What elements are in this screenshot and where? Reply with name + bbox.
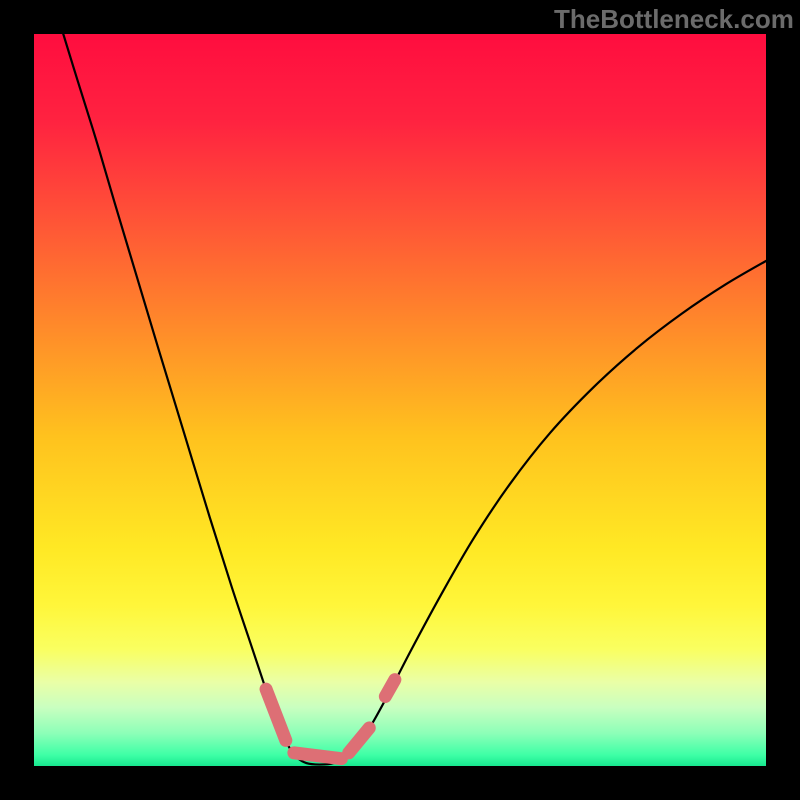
chart-frame (34, 34, 766, 766)
marker-segment (294, 753, 342, 759)
watermark-text: TheBottleneck.com (554, 4, 794, 35)
marker-segment (385, 680, 395, 697)
chart-background (34, 34, 766, 766)
chart-svg (34, 34, 766, 766)
